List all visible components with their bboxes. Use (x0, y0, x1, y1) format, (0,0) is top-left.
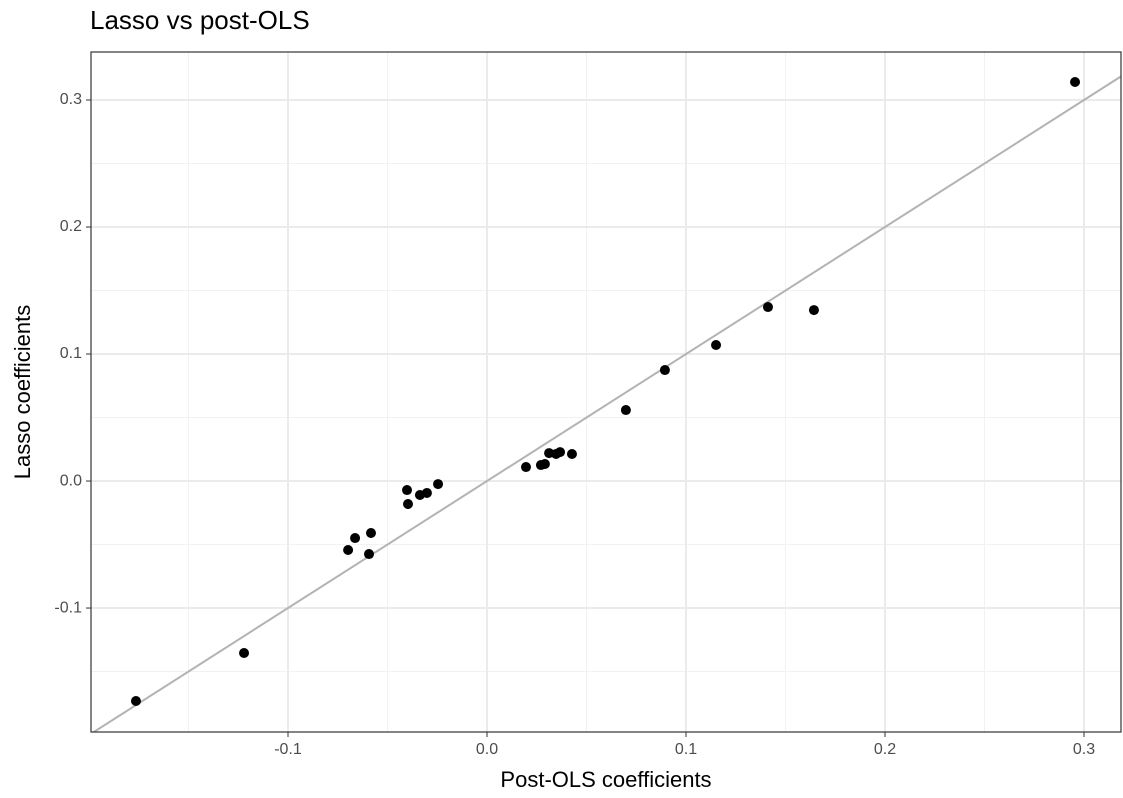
x-tick-label: 0.1 (675, 741, 697, 758)
y-tick-label: 0.0 (60, 472, 82, 489)
point (620, 405, 631, 416)
axes: -0.1 0.0 0.1 0.2 0.3 -0.1 0.0 0.1 0.2 0.3 (54, 91, 1095, 758)
y-tick-label: 0.2 (60, 218, 82, 235)
point (433, 479, 444, 490)
point (762, 302, 773, 313)
point (363, 549, 374, 560)
chart-title: Lasso vs post-OLS (90, 5, 310, 35)
y-tick-label: 0.3 (60, 91, 82, 108)
point (808, 305, 819, 316)
point (350, 533, 361, 544)
point (239, 648, 250, 659)
point (555, 447, 566, 458)
point (659, 365, 670, 376)
point (521, 462, 532, 473)
x-tick-label: 0.0 (476, 741, 498, 758)
point (1070, 76, 1081, 87)
point (402, 485, 413, 496)
point (365, 527, 376, 538)
y-tick-label: -0.1 (54, 599, 82, 616)
x-tick-label: -0.1 (274, 741, 302, 758)
x-tick-label: 0.3 (1073, 741, 1095, 758)
point (711, 340, 722, 351)
point (402, 499, 413, 510)
reference-line (91, 75, 1121, 732)
x-axis-label: Post-OLS coefficients (500, 767, 711, 792)
plot-area (91, 75, 1121, 732)
point (566, 448, 577, 459)
y-tick-label: 0.1 (60, 345, 82, 362)
point (421, 487, 432, 498)
point (130, 696, 141, 707)
panel-border (90, 51, 1122, 733)
y-axis-label: Lasso coefficients (10, 305, 35, 479)
point (539, 459, 550, 470)
point (343, 544, 354, 555)
grid (91, 52, 1121, 732)
x-tick-label: 0.2 (874, 741, 896, 758)
